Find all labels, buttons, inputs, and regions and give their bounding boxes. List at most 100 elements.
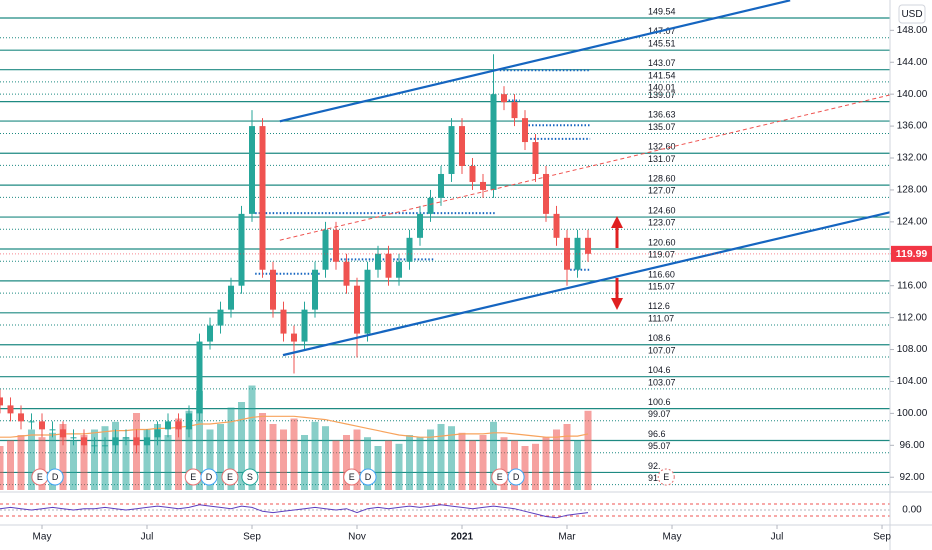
currency: USD xyxy=(901,9,922,20)
volume-bar xyxy=(563,424,571,490)
candle-body xyxy=(469,165,476,182)
volume-bar xyxy=(164,435,172,490)
level-label: 132.60 xyxy=(648,142,676,152)
event-label: D xyxy=(206,472,213,482)
candle-body xyxy=(7,405,14,414)
event-label: E xyxy=(497,472,503,482)
level-label: 104.6 xyxy=(648,365,671,375)
volume-bar xyxy=(122,437,130,490)
x-tick-label: Sep xyxy=(873,532,891,543)
candle-body xyxy=(322,229,329,270)
candle-body xyxy=(459,126,466,166)
volume-bar xyxy=(521,446,529,490)
event-marker xyxy=(200,468,218,486)
candle-body xyxy=(385,253,392,278)
volume-bar xyxy=(332,440,340,490)
level-label: 123.07 xyxy=(648,218,676,228)
candle-body xyxy=(133,437,140,446)
volume-bar xyxy=(353,429,361,490)
candle-body xyxy=(417,213,424,238)
level-label: 136.63 xyxy=(648,109,676,119)
event-label: E xyxy=(190,472,196,482)
indicator-pane xyxy=(0,503,890,519)
candle-body xyxy=(301,309,308,342)
volume-bar xyxy=(500,437,508,490)
candle-body xyxy=(501,94,508,103)
x-tick-label: 2021 xyxy=(451,532,474,543)
event-label: E xyxy=(37,472,43,482)
volume-bar xyxy=(511,440,519,490)
volume-bar xyxy=(311,421,319,490)
volume-bar xyxy=(364,437,372,490)
level-label: 103.07 xyxy=(648,377,676,387)
candle-body xyxy=(0,397,3,406)
candle-body xyxy=(259,126,266,270)
candle-body xyxy=(333,229,340,262)
level-label: 95.07 xyxy=(648,441,671,451)
candle-body xyxy=(354,285,361,334)
volume-bar xyxy=(49,432,57,490)
candle-body xyxy=(585,237,592,254)
candle-body xyxy=(280,309,287,334)
level-label: 140.01 xyxy=(648,82,676,92)
volume-bar xyxy=(490,421,498,490)
volume-bar xyxy=(322,426,330,490)
candle-body xyxy=(343,261,350,286)
candle-body xyxy=(102,445,109,447)
candle-body xyxy=(291,333,298,342)
volume-bar xyxy=(154,424,162,490)
level-label: 120.60 xyxy=(648,237,676,247)
volume-bar xyxy=(0,446,4,490)
candle-body xyxy=(238,213,245,286)
candle-body xyxy=(123,437,130,439)
level-label: 111.07 xyxy=(648,313,674,323)
candle-body xyxy=(427,197,434,214)
candle-body xyxy=(480,181,487,190)
candle-body xyxy=(364,269,371,334)
y-tick-label: 140.00 xyxy=(897,89,928,100)
currency-box[interactable] xyxy=(898,4,926,24)
level-label: 145.51 xyxy=(648,39,676,49)
volume-bar xyxy=(101,426,109,490)
event-label: E xyxy=(227,472,233,482)
event-marker xyxy=(359,468,377,486)
indicator-tick-label: 0.00 xyxy=(902,505,922,516)
x-tick-label: May xyxy=(663,532,682,543)
event-marker xyxy=(221,468,239,486)
event-label: S xyxy=(247,472,253,482)
x-tick-label: Nov xyxy=(348,532,366,543)
level-label: 124.60 xyxy=(648,205,676,215)
level-label: 115.07 xyxy=(648,281,675,291)
candle-body xyxy=(522,118,529,143)
candle-body xyxy=(438,173,445,198)
y-tick-label: 104.00 xyxy=(897,376,928,387)
volume-bar xyxy=(301,435,309,490)
candle-body xyxy=(490,94,497,190)
y-tick-label: 144.00 xyxy=(897,57,928,68)
candle-body xyxy=(175,421,182,430)
y-tick-label: 96.00 xyxy=(899,440,924,451)
volume-bar xyxy=(469,440,477,490)
volume-bar xyxy=(17,435,25,490)
indicator-line xyxy=(0,504,589,519)
price-pane: 149.54 145.51 143.07 139.07 136.63 132.60 128.… xyxy=(0,0,890,490)
y-tick-label: 92.00 xyxy=(899,472,924,483)
volume-ma xyxy=(0,415,589,438)
event-label: E xyxy=(663,472,669,482)
event-label: D xyxy=(513,472,520,482)
volume-bar xyxy=(542,437,550,490)
volume-bar xyxy=(290,418,298,490)
candle-body xyxy=(574,237,581,270)
volume-bar xyxy=(143,429,151,490)
volume-bar xyxy=(217,424,225,490)
y-tick-label: 108.00 xyxy=(897,344,928,355)
candle-body xyxy=(448,126,455,174)
arrow-down xyxy=(611,278,623,310)
volume-bar xyxy=(343,435,351,490)
volume-bar xyxy=(7,440,15,490)
candle-body xyxy=(39,421,46,430)
candle-body xyxy=(312,269,319,310)
candle-body xyxy=(144,437,151,446)
level-label: 96.6 xyxy=(648,429,666,439)
volume-bar xyxy=(185,410,193,490)
